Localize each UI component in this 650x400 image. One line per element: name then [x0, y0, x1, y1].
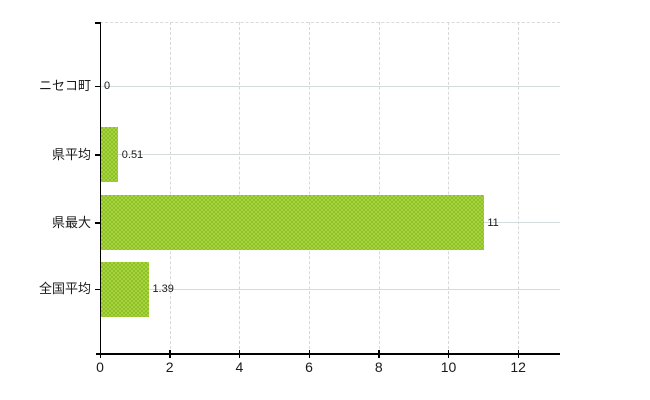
grid-line-v: [169, 22, 171, 354]
grid-line-v: [518, 22, 520, 354]
x-tick-label: 4: [235, 359, 244, 375]
grid-line-h: [100, 154, 560, 155]
x-axis-tick: [169, 349, 171, 358]
y-axis-tick: [95, 22, 100, 24]
grid-line-h: [100, 288, 560, 290]
grid-line-v: [239, 22, 241, 354]
category-label: 県平均: [51, 146, 91, 162]
x-tick-label: 6: [305, 359, 313, 375]
x-axis-tick: [447, 349, 450, 358]
x-axis-tick: [378, 349, 380, 358]
y-axis-tick: [95, 288, 100, 290]
y-axis-tick: [95, 154, 100, 156]
x-axis-line: [96, 353, 560, 355]
x-axis-tick: [517, 349, 520, 358]
bar: [100, 195, 484, 250]
bar: [100, 261, 149, 317]
y-axis-tick: [95, 85, 100, 87]
x-tick-label: 10: [440, 359, 457, 375]
grid-line-v: [378, 22, 380, 354]
grid-line-v: [309, 22, 311, 354]
y-axis-line: [99, 22, 101, 358]
x-axis-tick: [99, 349, 101, 358]
y-axis-tick: [95, 222, 100, 224]
x-axis-tick: [308, 349, 311, 358]
plot-top-border: [100, 22, 560, 23]
grid-line-v: [448, 22, 450, 354]
x-tick-label: 8: [374, 359, 383, 375]
value-label: 0.51: [121, 148, 144, 161]
category-label: 県最大: [51, 214, 91, 230]
value-label: 11: [487, 216, 499, 229]
bar: [100, 127, 119, 182]
x-axis-tick: [238, 349, 241, 358]
category-label: ニセコ町: [38, 78, 91, 93]
x-tick-label: 0: [96, 359, 104, 375]
value-label: 0: [104, 80, 111, 92]
x-tick-label: 12: [510, 359, 526, 375]
grid-line-h: [100, 85, 560, 87]
x-tick-label: 2: [165, 359, 174, 375]
value-label: 1.39: [152, 283, 174, 295]
category-label: 全国平均: [38, 281, 91, 296]
